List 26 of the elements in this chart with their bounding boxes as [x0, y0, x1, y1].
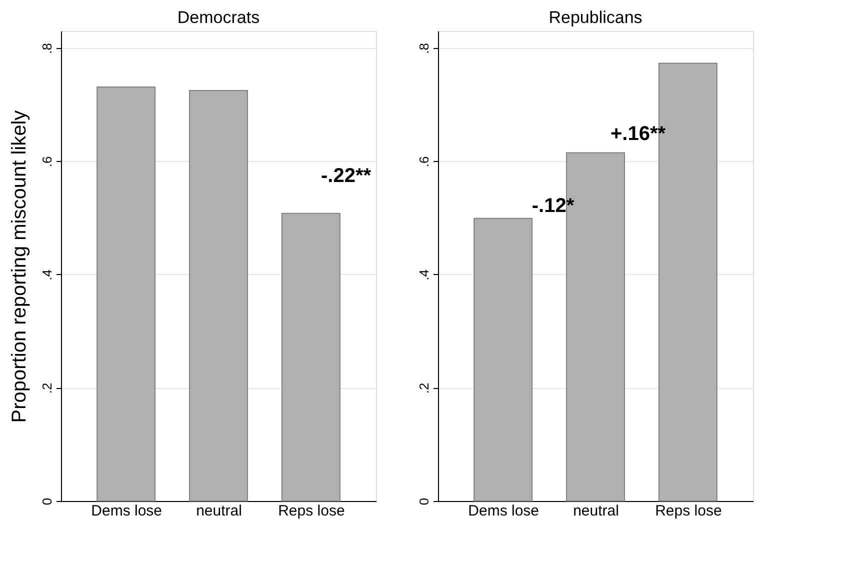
y-tick-label: 0: [416, 498, 432, 506]
x-tick-label: Dems lose: [91, 502, 162, 520]
chart-title: Democrats: [177, 8, 260, 27]
x-tick-label: neutral: [573, 502, 619, 520]
y-tick-label: .2: [40, 382, 54, 394]
x-tick-label: neutral: [196, 502, 242, 520]
y-tick-label: .8: [40, 43, 54, 54]
annotation: +.16**: [610, 123, 666, 145]
x-tick-label: Reps lose: [655, 502, 722, 520]
y-tick-label: 0: [40, 498, 54, 506]
annotation: -.22**: [320, 165, 372, 187]
chart-title: Republicans: [548, 8, 642, 27]
y-tick-label: .4: [40, 270, 54, 280]
bar: [281, 212, 340, 502]
bar: [189, 90, 248, 502]
x-tick-label: Dems lose: [468, 502, 540, 520]
y-tick-label: .6: [416, 156, 432, 168]
x-tick-label: Reps lose: [278, 502, 345, 520]
y-tick-label: .6: [40, 156, 54, 168]
bar: [96, 86, 156, 502]
y-tick-label: .4: [416, 270, 432, 280]
y-tick-label: .8: [416, 43, 432, 54]
annotation: -.12*: [532, 195, 574, 217]
y-axis-title: Proportion reporting miscount likely: [8, 110, 30, 423]
bar: [474, 218, 533, 502]
y-tick-label: .2: [416, 382, 432, 394]
